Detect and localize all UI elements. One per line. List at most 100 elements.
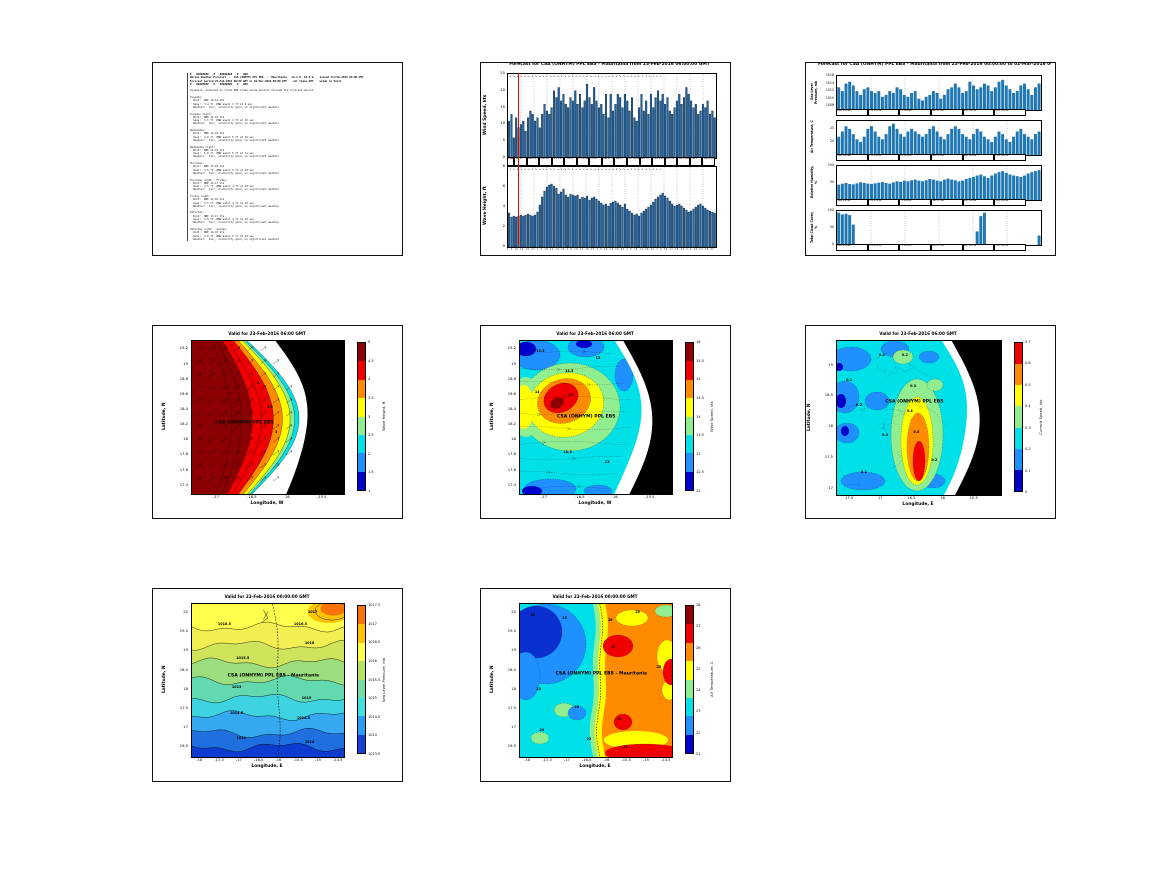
report-line: Weather: fair, visibility good, no signi…	[190, 138, 280, 142]
colorbar-band	[686, 624, 693, 643]
colorbar-tick-label: 0.2	[1025, 447, 1031, 452]
report-line: Wind: NNE 12-17 kts	[190, 181, 225, 185]
y-tick-label: 19.2	[507, 346, 516, 351]
colorbar-band	[358, 343, 365, 362]
y-tick-label: 4	[502, 204, 505, 208]
date-box: Sun 28-Feb	[627, 157, 640, 166]
colorbar-tick-label: 13.5	[696, 433, 704, 438]
colorbar-tick-label: 1016.5	[368, 640, 381, 645]
x-tick-label: -15	[314, 757, 321, 762]
contour-label: 4	[256, 380, 260, 385]
contour-label: 13.5	[536, 348, 545, 353]
report-line: Seas: 3-4 ft NNW swell 3 ft at 9 sec	[190, 102, 253, 106]
report-line: Wind: NNE 13-18 kts	[190, 165, 225, 169]
date-box: Sun 28-Feb	[962, 244, 995, 251]
date-box: Mon 29-Feb	[994, 154, 1026, 161]
y-tick-label: 17	[511, 724, 516, 729]
current-speed-map-panel: Valid for 23-Feb-2016 06:00 GMT Latitude…	[805, 325, 1056, 519]
colorbar-band	[358, 434, 365, 454]
date-box: Sat 27-Feb	[930, 109, 963, 116]
colorbar-band	[686, 716, 693, 735]
report-line: Wednesday night:	[190, 145, 215, 149]
colorbar-tick-label: 3	[368, 414, 371, 419]
y-tick-label: 0	[831, 242, 834, 246]
colorbar-tick-label: 28	[696, 603, 701, 607]
colorbar-tick-label: 0.3	[1025, 425, 1031, 430]
report-line: Wind: NNE 14-19 kts	[190, 148, 225, 152]
map-title: Valid for 23-Feb-2016 06:00 GMT	[228, 331, 306, 336]
colorbar-band	[358, 361, 365, 380]
report-line: Saturday:	[190, 211, 205, 215]
colorbar-tick-label: 3.5	[368, 395, 374, 400]
colorbar-band	[358, 398, 365, 417]
date-box: Sat 27-Feb	[601, 157, 615, 166]
colorbar-band	[686, 361, 693, 380]
colorbar-band	[358, 416, 365, 435]
colorbar-tick-label: 12.5	[696, 470, 704, 475]
y-tick-label: 18.4	[507, 407, 516, 411]
y-tick-label: 19	[183, 648, 188, 653]
report-line: Weather: fair, visibility good, no signi…	[190, 237, 280, 241]
colorbar-band	[1015, 427, 1022, 449]
contour-label: 23	[536, 686, 542, 691]
meteogram-panel: Forecast for CSA (ONHYM) PPL EBS - Mauri…	[805, 62, 1056, 256]
date-box: Fri 26-Feb	[899, 154, 931, 161]
date-box: Thu 25-Feb	[867, 154, 900, 161]
y-tick-label: 18.8	[507, 376, 516, 381]
chart-title: Forecast for CSA (ONHYM) PPL EBS - Mauri…	[509, 62, 710, 67]
report-line: Marine Weather Forecast - CSA (ONHYM) PP…	[190, 76, 364, 80]
y-tick-label: 19	[511, 648, 516, 653]
x-tick-label: 15.5	[969, 495, 978, 500]
y-tick-label: 18.5	[824, 393, 833, 398]
report-line: Seas: 4-5 ft NNW swell 4 ft at 10 sec	[190, 201, 255, 205]
contour-label: 0.1	[846, 378, 853, 383]
report-line: Tuesday:	[190, 96, 203, 100]
cloud-cover-axis-label: Total Cloud Cover, %	[810, 211, 818, 243]
colorbar-band	[358, 697, 365, 717]
colorbar-band	[686, 734, 693, 753]
report-line: Wednesday:	[190, 129, 206, 133]
colorbar-band	[686, 642, 693, 662]
date-box: Thu 25-Feb	[867, 199, 900, 206]
contour-label: 0.2	[855, 402, 862, 407]
y-tick-label: 17.5	[824, 455, 833, 460]
colorbar	[685, 342, 694, 491]
colorbar-tick-label: 12	[696, 489, 701, 493]
latitude-axis-label: Latitude, N	[162, 665, 167, 694]
contour-label: 1014.5	[230, 711, 244, 716]
date-box: Wed 2-Mar	[702, 157, 715, 166]
contour-label: 1014	[236, 735, 246, 740]
colorbar-band	[358, 716, 365, 735]
x-tick-label: -18	[524, 757, 531, 762]
x-tick-label: 16	[940, 495, 945, 500]
contour-label: 1016.5	[293, 622, 307, 627]
y-tick-label: 25	[500, 71, 505, 75]
colorbar-tick-label: 24	[696, 688, 701, 693]
contour-label: 27	[610, 645, 616, 650]
date-box: Wed 24-Feb	[526, 157, 540, 166]
contour-label: 26	[607, 617, 613, 622]
report-line: Weather: fair, visibility good, no signi…	[190, 221, 280, 225]
colorbar-tick-label: 5	[368, 340, 371, 344]
x-tick-label: -16.5	[247, 494, 257, 499]
report-line: Seas: 4-6 ft NNW swell 5 ft at 10 sec	[190, 168, 255, 172]
contour-label: 0.3	[910, 384, 917, 389]
contour-label: 23	[562, 616, 567, 621]
wave-height-map-canvas	[191, 340, 345, 495]
date-box: Wed 24-Feb	[836, 244, 868, 251]
y-tick-label: 0	[502, 244, 505, 248]
y-tick-label: 1016	[825, 73, 834, 77]
contour-label: 1015	[231, 685, 242, 690]
longitude-axis-label: Longitude, E	[902, 501, 934, 507]
y-tick-label: 18.5	[507, 667, 516, 672]
y-tick-label: 50	[829, 180, 834, 184]
y-tick-label: 1010	[825, 95, 834, 100]
report-line: Wind: NNE 14-18 kts	[190, 132, 225, 136]
contour-label: 15	[568, 393, 574, 398]
report-line: Thursday:	[190, 162, 205, 166]
colorbar-label: Wave Height, ft	[381, 401, 386, 432]
y-tick-label: 18.5	[179, 667, 188, 672]
x-tick-label: -16.5	[575, 494, 585, 499]
y-tick-label: 17.8	[507, 452, 516, 457]
